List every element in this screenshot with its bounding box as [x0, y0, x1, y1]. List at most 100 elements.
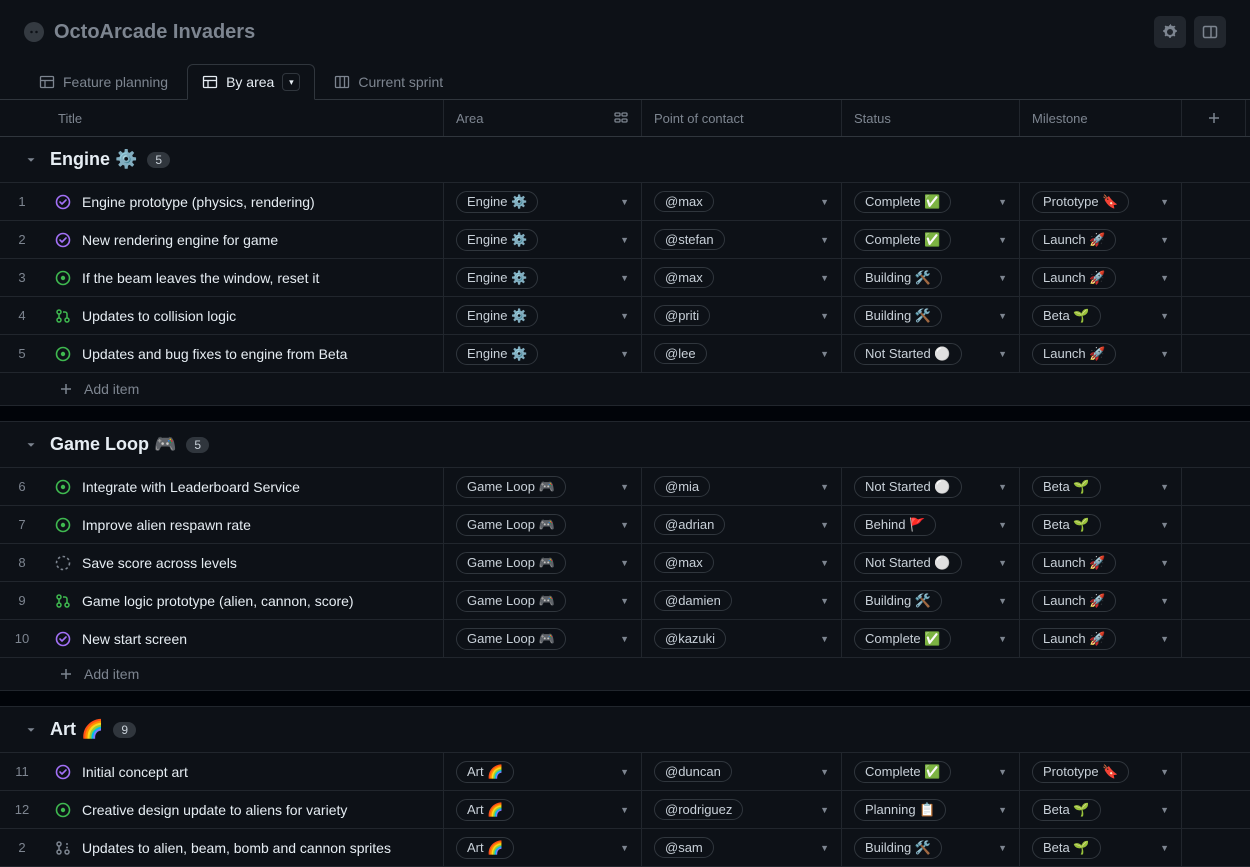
contact-cell[interactable]: @max ▼ [642, 544, 842, 581]
tab-feature-planning[interactable]: Feature planning [24, 64, 183, 99]
milestone-cell[interactable]: Beta 🌱 ▼ [1020, 829, 1182, 866]
milestone-cell[interactable]: Launch 🚀 ▼ [1020, 259, 1182, 296]
contact-cell[interactable]: @rodriguez ▼ [642, 791, 842, 828]
status-cell[interactable]: Behind 🚩 ▼ [842, 506, 1020, 543]
milestone-cell[interactable]: Launch 🚀 ▼ [1020, 620, 1182, 657]
contact-cell[interactable]: @mia ▼ [642, 468, 842, 505]
milestone-cell[interactable]: Launch 🚀 ▼ [1020, 544, 1182, 581]
table-row[interactable]: 2 New rendering engine for game Engine ⚙… [0, 221, 1250, 259]
milestone-cell[interactable]: Beta 🌱 ▼ [1020, 791, 1182, 828]
area-cell[interactable]: Game Loop 🎮 ▼ [444, 620, 642, 657]
area-cell[interactable]: Game Loop 🎮 ▼ [444, 506, 642, 543]
status-cell[interactable]: Complete ✅ ▼ [842, 753, 1020, 790]
status-cell[interactable]: Building 🛠️ ▼ [842, 582, 1020, 619]
add-item-row[interactable]: Add item [0, 373, 1250, 406]
group-header[interactable]: Game Loop 🎮 5 [0, 422, 1250, 468]
milestone-cell[interactable]: Beta 🌱 ▼ [1020, 297, 1182, 334]
add-column-button[interactable] [1182, 100, 1246, 136]
row-title[interactable]: Updates to collision logic [82, 308, 236, 324]
milestone-cell[interactable]: Launch 🚀 ▼ [1020, 221, 1182, 258]
table-row[interactable]: 11 Initial concept art Art 🌈 ▼ @duncan ▼… [0, 753, 1250, 791]
status-cell[interactable]: Complete ✅ ▼ [842, 620, 1020, 657]
area-cell[interactable]: Game Loop 🎮 ▼ [444, 468, 642, 505]
row-title[interactable]: Engine prototype (physics, rendering) [82, 194, 315, 210]
row-title[interactable]: Creative design update to aliens for var… [82, 802, 347, 818]
area-cell[interactable]: Art 🌈 ▼ [444, 753, 642, 790]
column-header-milestone[interactable]: Milestone [1020, 100, 1182, 136]
column-header-contact[interactable]: Point of contact [642, 100, 842, 136]
row-title[interactable]: Updates and bug fixes to engine from Bet… [82, 346, 347, 362]
row-title[interactable]: New rendering engine for game [82, 232, 278, 248]
caret-down-icon: ▼ [820, 349, 829, 359]
area-cell[interactable]: Game Loop 🎮 ▼ [444, 582, 642, 619]
col-label: Milestone [1032, 111, 1088, 126]
table-row[interactable]: 9 Game logic prototype (alien, cannon, s… [0, 582, 1250, 620]
contact-cell[interactable]: @max ▼ [642, 259, 842, 296]
milestone-cell[interactable]: Launch 🚀 ▼ [1020, 582, 1182, 619]
area-cell[interactable]: Engine ⚙️ ▼ [444, 221, 642, 258]
milestone-cell[interactable]: Prototype 🔖 ▼ [1020, 753, 1182, 790]
contact-cell[interactable]: @sam ▼ [642, 829, 842, 866]
status-cell[interactable]: Planning 📋 ▼ [842, 791, 1020, 828]
contact-cell[interactable]: @duncan ▼ [642, 753, 842, 790]
add-item-row[interactable]: Add item [0, 658, 1250, 691]
status-cell[interactable]: Building 🛠️ ▼ [842, 297, 1020, 334]
table-row[interactable]: 10 New start screen Game Loop 🎮 ▼ @kazuk… [0, 620, 1250, 658]
contact-cell[interactable]: @lee ▼ [642, 335, 842, 372]
area-cell[interactable]: Engine ⚙️ ▼ [444, 259, 642, 296]
status-cell[interactable]: Not Started ⚪ ▼ [842, 544, 1020, 581]
milestone-cell[interactable]: Beta 🌱 ▼ [1020, 506, 1182, 543]
row-title[interactable]: Game logic prototype (alien, cannon, sco… [82, 593, 354, 609]
contact-pill: @lee [654, 343, 707, 364]
contact-cell[interactable]: @priti ▼ [642, 297, 842, 334]
table-row[interactable]: 12 Creative design update to aliens for … [0, 791, 1250, 829]
contact-cell[interactable]: @damien ▼ [642, 582, 842, 619]
group-header[interactable]: Art 🌈 9 [0, 707, 1250, 753]
table-row[interactable]: 6 Integrate with Leaderboard Service Gam… [0, 468, 1250, 506]
status-cell[interactable]: Complete ✅ ▼ [842, 183, 1020, 220]
row-title[interactable]: Save score across levels [82, 555, 237, 571]
table-row[interactable]: 1 Engine prototype (physics, rendering) … [0, 183, 1250, 221]
milestone-cell[interactable]: Launch 🚀 ▼ [1020, 335, 1182, 372]
table-row[interactable]: 5 Updates and bug fixes to engine from B… [0, 335, 1250, 373]
area-cell[interactable]: Engine ⚙️ ▼ [444, 335, 642, 372]
contact-cell[interactable]: @stefan ▼ [642, 221, 842, 258]
table-row[interactable]: 8 Save score across levels Game Loop 🎮 ▼… [0, 544, 1250, 582]
panel-button[interactable] [1194, 16, 1226, 48]
table-row[interactable]: 2 Updates to alien, beam, bomb and canno… [0, 829, 1250, 867]
column-header-status[interactable]: Status [842, 100, 1020, 136]
contact-cell[interactable]: @kazuki ▼ [642, 620, 842, 657]
column-header-title[interactable]: Title [0, 100, 444, 136]
row-title[interactable]: Integrate with Leaderboard Service [82, 479, 300, 495]
settings-button[interactable] [1154, 16, 1186, 48]
contact-cell[interactable]: @adrian ▼ [642, 506, 842, 543]
area-cell[interactable]: Art 🌈 ▼ [444, 791, 642, 828]
row-title[interactable]: Updates to alien, beam, bomb and cannon … [82, 840, 391, 856]
milestone-cell[interactable]: Beta 🌱 ▼ [1020, 468, 1182, 505]
row-title[interactable]: Initial concept art [82, 764, 188, 780]
column-header-area[interactable]: Area [444, 100, 642, 136]
caret-down-icon: ▼ [620, 197, 629, 207]
status-cell[interactable]: Complete ✅ ▼ [842, 221, 1020, 258]
row-title[interactable]: Improve alien respawn rate [82, 517, 251, 533]
status-cell[interactable]: Building 🛠️ ▼ [842, 829, 1020, 866]
status-cell[interactable]: Building 🛠️ ▼ [842, 259, 1020, 296]
area-cell[interactable]: Game Loop 🎮 ▼ [444, 544, 642, 581]
tab-menu-button[interactable]: ▾ [282, 73, 300, 91]
area-cell[interactable]: Engine ⚙️ ▼ [444, 183, 642, 220]
tab-current-sprint[interactable]: Current sprint [319, 64, 458, 99]
table-row[interactable]: 3 If the beam leaves the window, reset i… [0, 259, 1250, 297]
row-title[interactable]: New start screen [82, 631, 187, 647]
contact-cell[interactable]: @max ▼ [642, 183, 842, 220]
row-title[interactable]: If the beam leaves the window, reset it [82, 270, 319, 286]
table-row[interactable]: 7 Improve alien respawn rate Game Loop 🎮… [0, 506, 1250, 544]
status-cell[interactable]: Not Started ⚪ ▼ [842, 335, 1020, 372]
milestone-cell[interactable]: Prototype 🔖 ▼ [1020, 183, 1182, 220]
tab-by-area[interactable]: By area ▾ [187, 64, 315, 100]
status-cell[interactable]: Not Started ⚪ ▼ [842, 468, 1020, 505]
table-row[interactable]: 4 Updates to collision logic Engine ⚙️ ▼… [0, 297, 1250, 335]
caret-down-icon: ▼ [820, 634, 829, 644]
area-cell[interactable]: Art 🌈 ▼ [444, 829, 642, 866]
group-header[interactable]: Engine ⚙️ 5 [0, 137, 1250, 183]
area-cell[interactable]: Engine ⚙️ ▼ [444, 297, 642, 334]
